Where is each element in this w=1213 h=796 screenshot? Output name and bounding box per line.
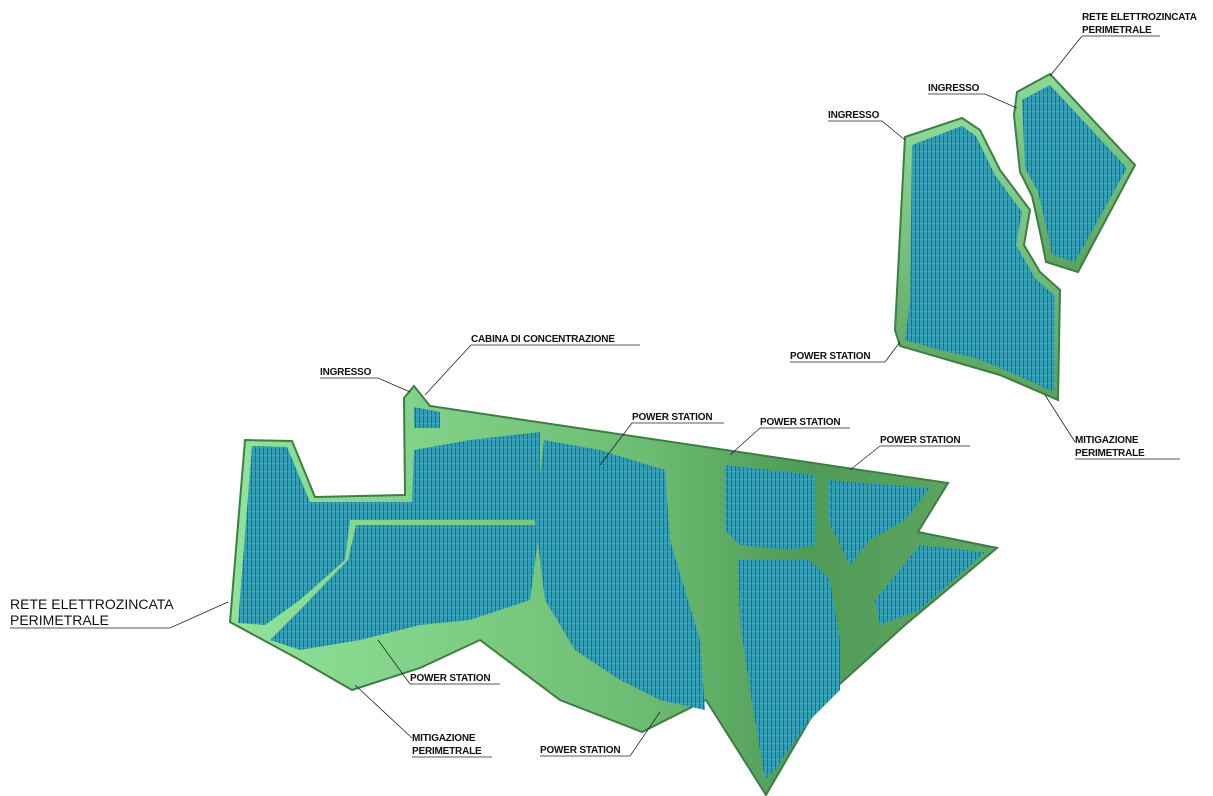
- label: POWER STATION: [632, 412, 712, 423]
- label: POWER STATION: [880, 435, 960, 446]
- label: PERIMETRALE: [412, 746, 482, 757]
- label: RETE ELETTROZINCATA: [1082, 12, 1197, 23]
- label: CABINA DI CONCENTRAZIONE: [471, 334, 615, 345]
- labels: RETE ELETTROZINCATA PERIMETRALE INGRESSO…: [10, 12, 1197, 757]
- label: POWER STATION: [540, 745, 620, 756]
- label: RETE ELETTROZINCATA: [10, 596, 174, 612]
- label: POWER STATION: [760, 417, 840, 428]
- label: MITIGAZIONE: [412, 733, 476, 744]
- label: MITIGAZIONE: [1075, 435, 1139, 446]
- label: POWER STATION: [790, 351, 870, 362]
- pv-arrays-ne: [905, 85, 1127, 392]
- label: PERIMETRALE: [1082, 25, 1152, 36]
- label: PERIMETRALE: [1075, 448, 1145, 459]
- label: INGRESSO: [928, 83, 980, 94]
- leader-lines: [10, 35, 1180, 758]
- label: INGRESSO: [320, 367, 372, 378]
- pv-arrays: [238, 407, 985, 780]
- label: INGRESSO: [828, 110, 880, 121]
- label: POWER STATION: [410, 673, 490, 684]
- label: PERIMETRALE: [10, 612, 109, 628]
